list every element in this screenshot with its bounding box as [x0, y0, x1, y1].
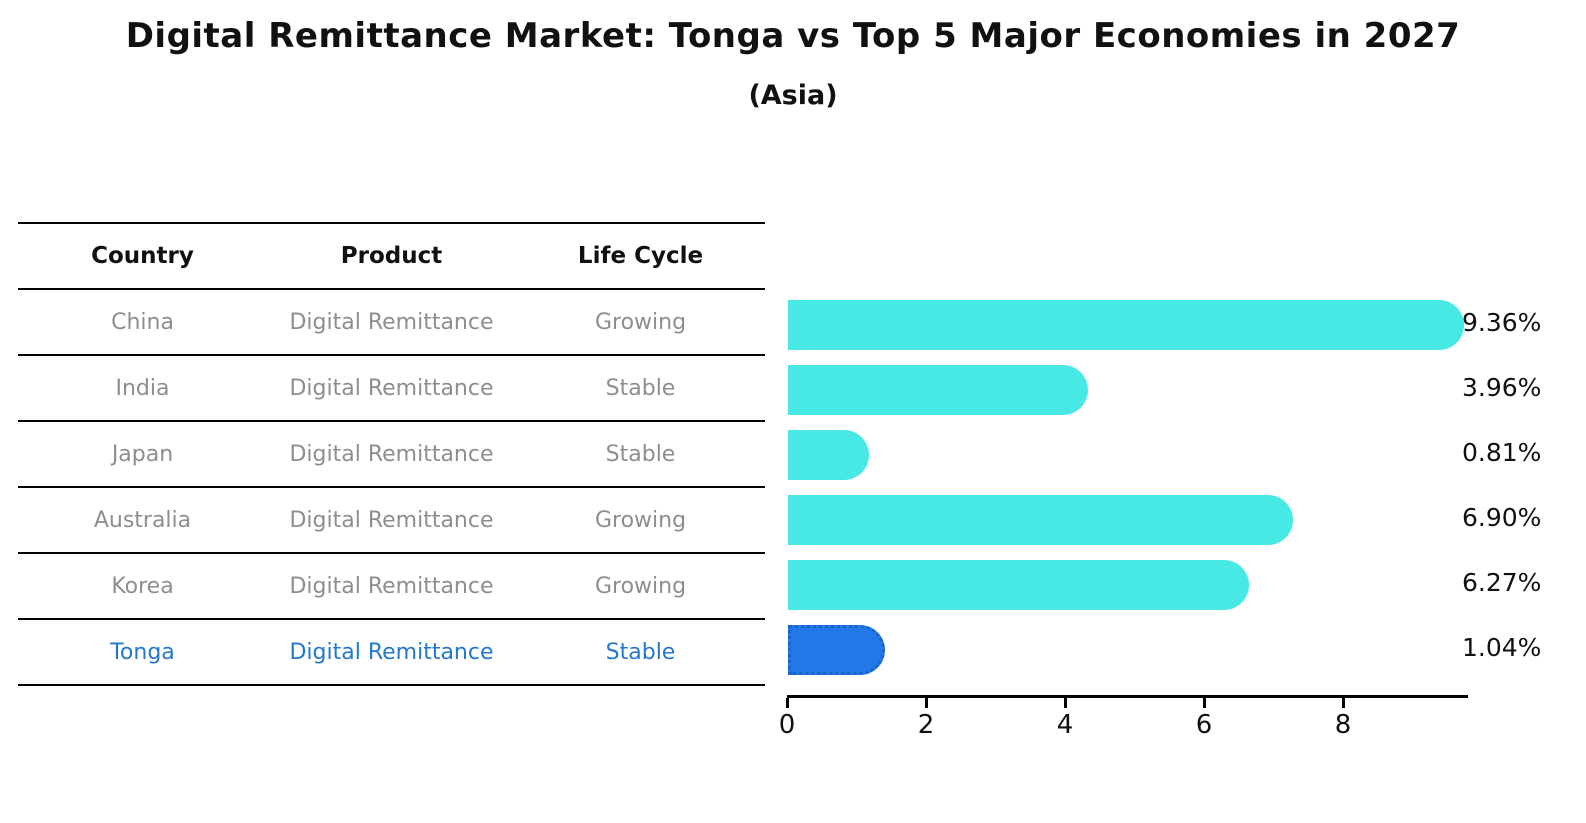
bar-value-label: 6.27% — [1462, 568, 1542, 597]
x-axis-line — [787, 695, 1468, 698]
x-axis-tick — [1342, 698, 1345, 708]
x-axis-tick-label: 0 — [778, 710, 796, 740]
x-axis-tick — [1203, 698, 1206, 708]
country-cell: Korea — [111, 573, 174, 599]
chart-subtitle: (Asia) — [748, 80, 838, 111]
country-cell: China — [111, 309, 174, 335]
life-cycle-cell: Stable — [605, 639, 676, 665]
table-header-cell: Country — [91, 243, 194, 269]
product-cell: Digital Remittance — [289, 309, 494, 335]
product-cell: Digital Remittance — [289, 507, 494, 533]
bar-value-label: 0.81% — [1462, 438, 1542, 467]
product-cell: Digital Remittance — [289, 639, 494, 665]
table-row: China Digital Remittance Growing — [18, 290, 765, 356]
x-axis-tick-label: 4 — [1056, 710, 1074, 740]
product-cell: Digital Remittance — [289, 441, 494, 467]
x-axis-tick-label: 6 — [1195, 710, 1213, 740]
table-row: Korea Digital Remittance Growing — [18, 554, 765, 620]
x-axis-tick-label: 2 — [917, 710, 935, 740]
bar-japan — [788, 430, 870, 480]
bar-tonga-highlight — [788, 625, 886, 675]
bar-value-label: 6.90% — [1462, 503, 1542, 532]
bar-value-label: 9.36% — [1462, 308, 1542, 337]
country-cell: Japan — [111, 441, 174, 467]
country-cell: Australia — [93, 507, 192, 533]
table-row: Australia Digital Remittance Growing — [18, 488, 765, 554]
bar-australia — [788, 495, 1293, 545]
table-header-row: Country Product Life Cycle — [18, 224, 765, 290]
life-cycle-cell: Growing — [594, 309, 687, 335]
chart-title: Digital Remittance Market: Tonga vs Top … — [125, 16, 1461, 56]
country-cell: India — [115, 375, 170, 401]
product-cell: Digital Remittance — [289, 573, 494, 599]
x-axis-tick — [925, 698, 928, 708]
life-cycle-cell: Stable — [605, 375, 676, 401]
product-cell: Digital Remittance — [289, 375, 494, 401]
bar-value-label: 1.04% — [1462, 633, 1542, 662]
life-cycle-cell: Growing — [594, 507, 687, 533]
country-table: Country Product Life Cycle China Digital Rem… — [18, 222, 765, 686]
life-cycle-cell: Stable — [605, 441, 676, 467]
table-row: India Digital Remittance Stable — [18, 356, 765, 422]
x-axis-tick-label: 8 — [1334, 710, 1352, 740]
life-cycle-cell: Growing — [594, 573, 687, 599]
table-row: Japan Digital Remittance Stable — [18, 422, 765, 488]
bar-value-label: 3.96% — [1462, 373, 1542, 402]
table-header-cell: Life Cycle — [577, 243, 704, 269]
bar-korea — [788, 560, 1249, 610]
x-axis-tick — [1064, 698, 1067, 708]
table-header-cell: Product — [340, 243, 443, 269]
bar-india — [788, 365, 1089, 415]
table-row: Tonga Digital Remittance Stable — [18, 620, 765, 686]
country-cell: Tonga — [110, 639, 175, 665]
x-axis-tick — [786, 698, 789, 708]
bar-china — [788, 300, 1464, 350]
